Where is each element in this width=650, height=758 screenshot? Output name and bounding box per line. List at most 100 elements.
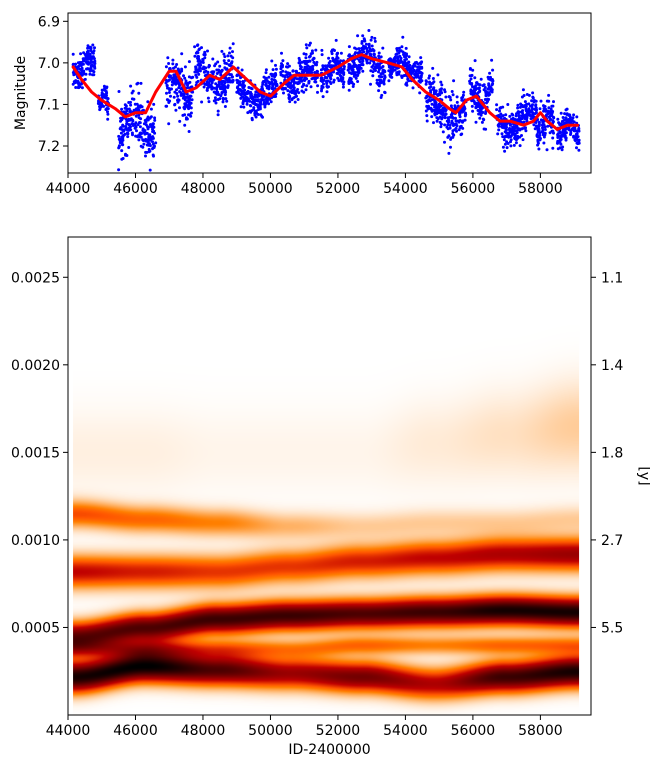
data-point xyxy=(520,134,523,137)
data-point xyxy=(376,66,380,69)
data-point xyxy=(124,104,128,108)
data-point xyxy=(498,121,502,125)
data-point xyxy=(319,76,323,80)
data-point xyxy=(428,82,432,86)
data-point xyxy=(154,141,158,145)
data-point xyxy=(263,103,267,107)
data-point xyxy=(304,77,308,81)
data-point xyxy=(503,142,507,146)
data-point xyxy=(100,91,104,95)
data-point xyxy=(541,128,545,132)
data-point xyxy=(430,115,434,119)
data-point xyxy=(211,78,215,82)
data-point xyxy=(379,72,383,76)
data-point xyxy=(561,145,565,149)
data-point xyxy=(513,137,517,141)
data-point xyxy=(377,70,380,74)
data-point xyxy=(287,96,291,100)
data-point xyxy=(496,132,500,136)
data-point xyxy=(212,70,216,74)
data-point xyxy=(473,76,477,80)
data-point xyxy=(417,68,421,72)
data-point xyxy=(364,42,368,46)
data-point xyxy=(103,86,107,90)
data-point xyxy=(165,104,169,108)
data-point xyxy=(312,60,316,64)
data-point xyxy=(495,103,499,107)
data-point xyxy=(447,151,451,155)
data-point xyxy=(294,70,298,74)
data-point xyxy=(374,69,377,72)
data-point xyxy=(546,124,550,128)
data-point xyxy=(352,74,356,78)
data-point xyxy=(213,96,217,100)
data-point xyxy=(574,133,578,137)
data-point xyxy=(547,111,550,114)
x-tick-label: 54000 xyxy=(383,181,428,197)
data-point xyxy=(419,74,423,78)
data-point xyxy=(88,69,92,73)
data-point xyxy=(306,64,310,68)
data-point xyxy=(188,113,192,117)
data-point xyxy=(333,49,336,52)
data-point xyxy=(240,91,244,95)
data-point xyxy=(290,85,294,89)
data-point xyxy=(220,91,224,95)
data-point xyxy=(418,65,421,69)
data-point xyxy=(448,115,452,119)
data-point xyxy=(353,71,357,75)
data-point xyxy=(551,146,555,150)
data-point xyxy=(432,121,435,125)
data-point xyxy=(80,66,84,70)
data-point xyxy=(407,55,411,59)
data-point xyxy=(356,80,360,83)
data-point xyxy=(430,98,434,102)
data-point xyxy=(305,84,309,88)
data-point xyxy=(92,70,96,74)
data-point xyxy=(513,134,517,138)
data-point xyxy=(213,64,217,68)
data-point xyxy=(89,49,93,52)
data-point xyxy=(396,55,400,59)
data-point xyxy=(532,123,536,127)
data-point xyxy=(137,116,141,120)
data-point xyxy=(177,86,181,90)
x-tick-label: 52000 xyxy=(316,181,361,197)
data-point xyxy=(271,84,275,88)
data-point xyxy=(152,154,155,158)
data-point xyxy=(561,130,565,134)
data-point xyxy=(427,105,431,109)
data-point xyxy=(574,135,578,139)
data-point xyxy=(437,106,441,110)
data-point xyxy=(323,75,327,79)
data-point xyxy=(504,113,508,117)
data-point xyxy=(147,136,151,140)
data-point xyxy=(414,75,418,79)
data-point xyxy=(487,82,491,86)
data-point xyxy=(219,73,223,77)
data-point xyxy=(84,72,88,76)
data-point xyxy=(274,63,277,67)
data-point xyxy=(173,102,177,106)
data-point xyxy=(523,117,527,120)
data-point xyxy=(168,78,171,82)
data-point xyxy=(248,109,252,113)
data-point xyxy=(128,123,131,127)
data-point xyxy=(321,64,325,68)
data-point xyxy=(89,64,93,68)
data-point xyxy=(226,80,230,84)
data-point xyxy=(297,56,301,60)
data-point xyxy=(200,100,204,104)
x-tick-label: 46000 xyxy=(113,723,158,739)
data-point xyxy=(71,62,75,66)
data-point xyxy=(368,52,372,56)
data-point xyxy=(176,94,180,98)
period-tick-label: 1.8 xyxy=(601,445,623,461)
data-point xyxy=(567,119,571,123)
period-tick-label: 2.7 xyxy=(601,533,623,549)
data-point xyxy=(102,104,106,108)
data-point xyxy=(501,145,505,149)
data-point xyxy=(193,45,197,49)
data-point xyxy=(484,91,488,95)
data-point xyxy=(521,105,525,109)
